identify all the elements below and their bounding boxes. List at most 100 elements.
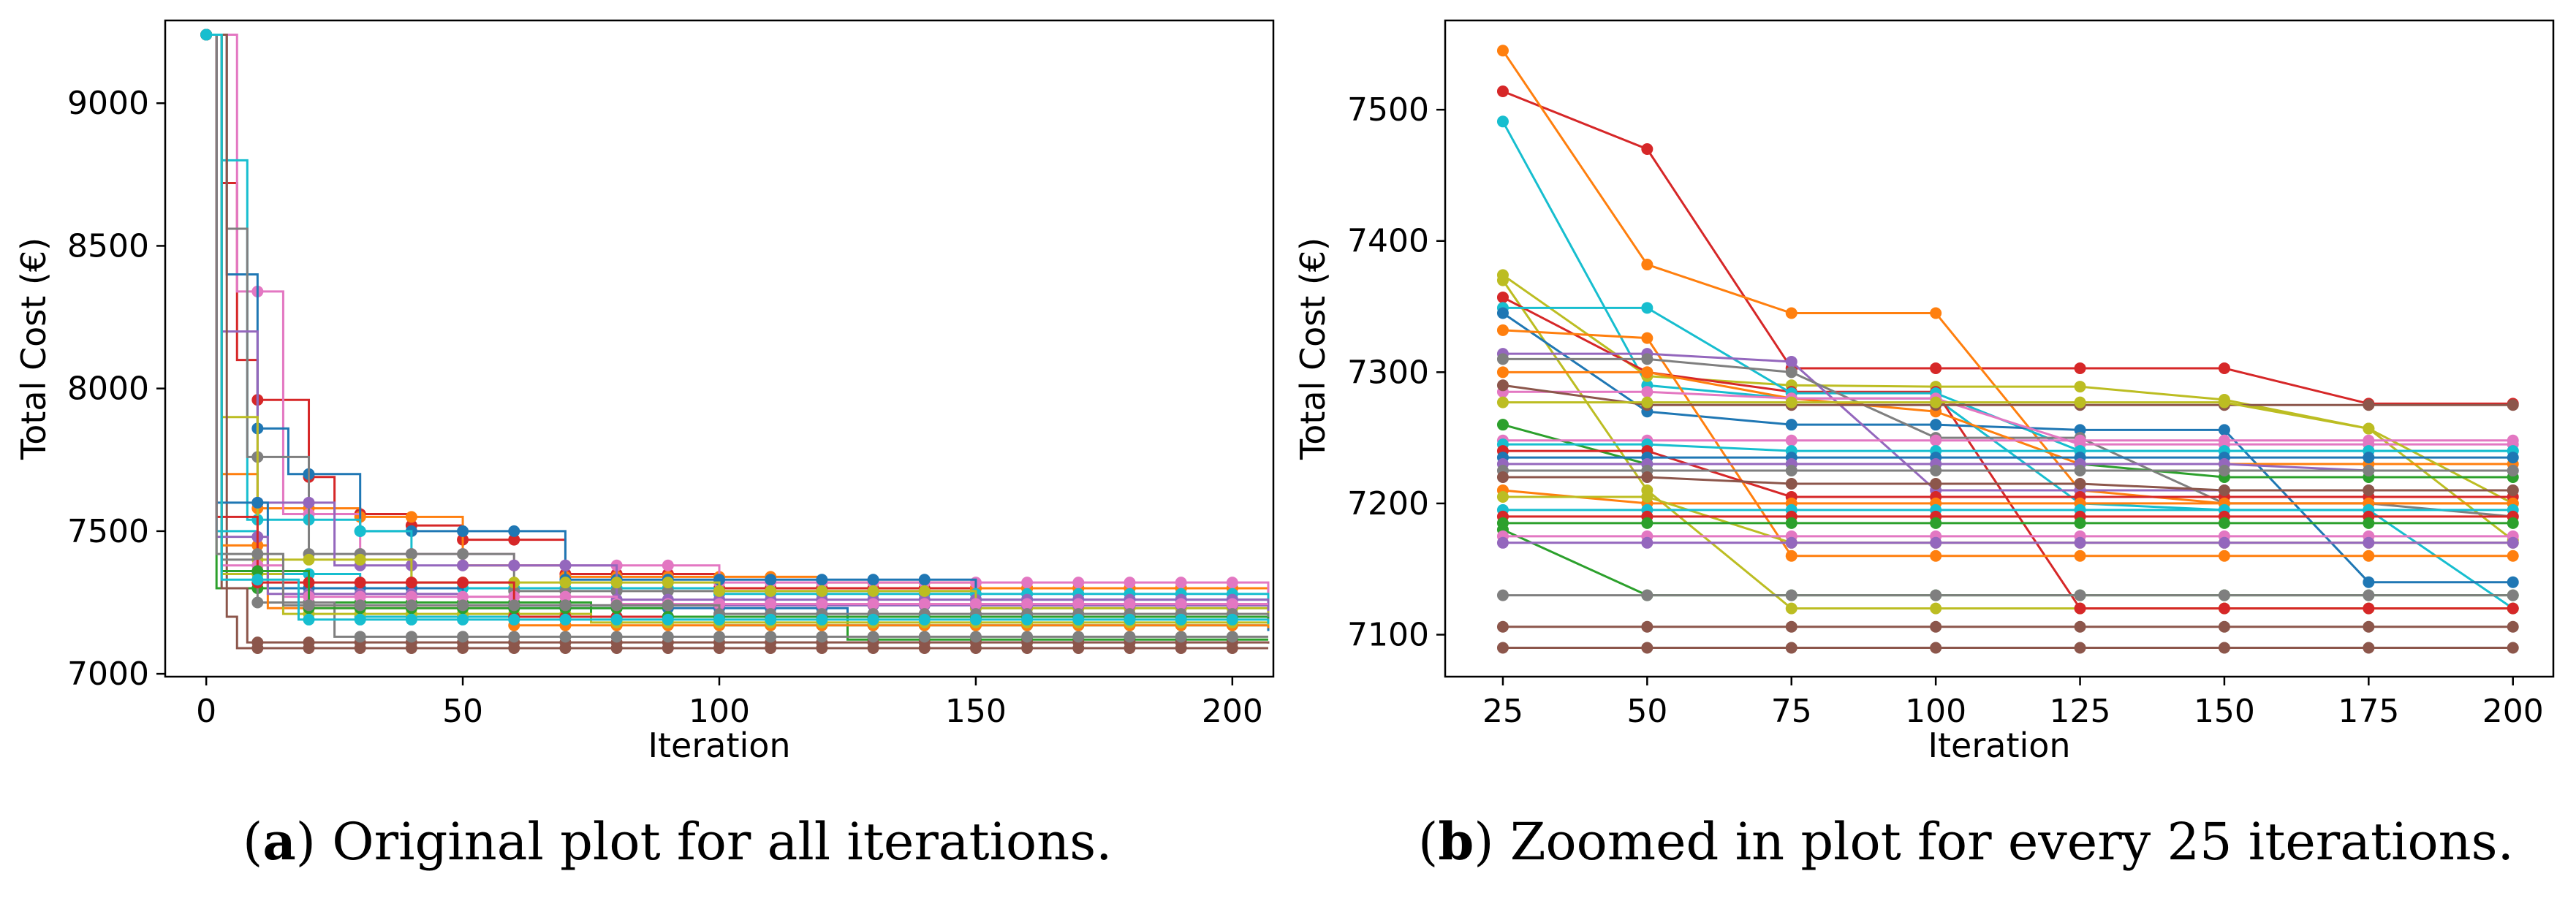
panel-b-data-point bbox=[1496, 366, 1509, 379]
panel-a-data-point bbox=[816, 585, 828, 597]
panel-b-data-point bbox=[2074, 362, 2086, 374]
panel-b-x-tick-label: 200 bbox=[2482, 693, 2544, 730]
panel-a-data-point bbox=[1226, 598, 1238, 610]
caption-a-text: Original plot for all iterations. bbox=[332, 812, 1113, 872]
panel-a-series-line bbox=[206, 34, 1270, 594]
panel-b-data-point bbox=[2074, 589, 2086, 601]
panel-b-y-tick-label: 7400 bbox=[1347, 223, 1429, 260]
panel-b-data-point bbox=[2507, 399, 2519, 411]
panel-b-data-point bbox=[2218, 424, 2230, 436]
panel-a-series-group bbox=[200, 28, 1270, 654]
panel-a-data-point bbox=[816, 598, 828, 610]
panel-a-data-point bbox=[816, 631, 828, 643]
panel-a-data-point bbox=[1021, 598, 1034, 610]
panel-a-series-line bbox=[206, 34, 1270, 631]
panel-a-data-point bbox=[867, 631, 879, 643]
panel-b-series-group bbox=[1496, 45, 2519, 654]
panel-a-data-point bbox=[1175, 631, 1187, 643]
panel-a-data-point bbox=[251, 496, 264, 509]
panel-a-series-line bbox=[206, 34, 1270, 623]
panel-b-data-point bbox=[2363, 452, 2375, 464]
panel-b-data-point bbox=[2363, 589, 2375, 601]
panel-a-data-point bbox=[610, 613, 623, 626]
panel-a-data-point bbox=[508, 613, 520, 626]
panel-a-plot: 0 50 100 150 200 7000 7500 8000 8500 9000 Iterat… bbox=[14, 19, 1275, 765]
panel-b-data-point bbox=[2218, 517, 2230, 529]
panel-a-data-point bbox=[1072, 613, 1085, 626]
panel-a-data-point bbox=[457, 599, 469, 612]
panel-b-data-point bbox=[2363, 576, 2375, 588]
panel-b-data-point bbox=[1930, 589, 1942, 601]
panel-b-data-point bbox=[1785, 366, 1797, 379]
panel-b-data-point bbox=[2218, 362, 2230, 374]
panel-a-data-point bbox=[559, 631, 572, 643]
panel-b-data-point bbox=[2363, 399, 2375, 411]
panel-b-data-point bbox=[1785, 477, 1797, 490]
panel-b-data-point bbox=[1785, 355, 1797, 368]
panel-a-data-point bbox=[867, 613, 879, 626]
panel-b-data-point bbox=[1641, 366, 1653, 379]
panel-a-data-point bbox=[662, 631, 674, 643]
panel-a-data-point bbox=[969, 613, 982, 626]
panel-a-data-point bbox=[918, 574, 931, 586]
panel-a-data-point bbox=[354, 577, 366, 589]
panel-a-x-axis-label: Iteration bbox=[648, 726, 790, 765]
panel-a-data-point bbox=[610, 631, 623, 643]
panel-b-data-point bbox=[2363, 536, 2375, 549]
panel-b-data-point bbox=[2363, 550, 2375, 562]
panel-b-data-point bbox=[1641, 471, 1653, 484]
panel-b-data-point bbox=[1930, 396, 1942, 408]
panel-b-data-point bbox=[2507, 452, 2519, 464]
panel-a-data-point bbox=[405, 631, 417, 643]
panel-b-data-point bbox=[1930, 419, 1942, 431]
panel-b-data-point bbox=[2363, 434, 2375, 446]
panel-b-data-point bbox=[1785, 465, 1797, 477]
panel-b-data-point bbox=[2363, 517, 2375, 529]
panel-a-data-point bbox=[303, 599, 315, 612]
panel-a-data-point bbox=[303, 636, 315, 649]
panel-b-series-line bbox=[1502, 443, 2513, 452]
panel-b-data-point bbox=[1641, 517, 1653, 529]
panel-a-data-point bbox=[354, 553, 366, 566]
panel-a-data-point bbox=[508, 559, 520, 571]
panel-a-data-point bbox=[1072, 631, 1085, 643]
panel-a-data-point bbox=[1124, 613, 1136, 626]
panel-b-data-point bbox=[2507, 602, 2519, 615]
panel-b-x-tick-label: 175 bbox=[2338, 693, 2399, 730]
panel-a-data-point bbox=[1021, 577, 1034, 589]
panel-a-series-line bbox=[206, 34, 1270, 615]
panel-a-data-point bbox=[1175, 613, 1187, 626]
panel-a-data-point bbox=[457, 590, 469, 603]
panel-a-data-point bbox=[457, 559, 469, 571]
panel-a-data-point bbox=[354, 525, 366, 537]
panel-a-data-point bbox=[662, 577, 674, 589]
panel-a-y-axis-label: Total Cost (€) bbox=[14, 237, 53, 460]
panel-b-data-point bbox=[1930, 620, 1942, 633]
panel-b-data-point bbox=[1496, 45, 1509, 57]
panel-a-data-point bbox=[765, 574, 777, 586]
panel-a-data-point bbox=[765, 598, 777, 610]
panel-a-series-line bbox=[206, 34, 1270, 628]
panel-b-data-point bbox=[1785, 419, 1797, 431]
panel-b-data-point bbox=[1785, 550, 1797, 562]
panel-b-data-point bbox=[1496, 291, 1509, 303]
panel-b-data-point bbox=[2218, 484, 2230, 496]
panel-a-data-point bbox=[251, 636, 264, 649]
panel-a-data-point bbox=[405, 577, 417, 589]
panel-b-series-line bbox=[1502, 476, 2513, 492]
panel-b-data-point bbox=[1496, 324, 1509, 336]
panel-a-data-point bbox=[918, 631, 931, 643]
panel-b-data-point bbox=[1785, 589, 1797, 601]
panel-b-series-line bbox=[1502, 528, 2513, 597]
panel-b-x-tick-label: 100 bbox=[1905, 693, 1966, 730]
panel-a-data-point bbox=[251, 574, 264, 586]
panel-b-x-axis-label: Iteration bbox=[1928, 726, 2070, 765]
panel-a-data-point bbox=[867, 574, 879, 586]
panel-b-data-point bbox=[1496, 471, 1509, 484]
panel-b-data-point bbox=[2074, 396, 2086, 408]
panel-a-data-point bbox=[816, 613, 828, 626]
panel-a-series-line bbox=[206, 34, 1270, 596]
panel-a-series-line bbox=[206, 34, 1268, 638]
panel-a-series-line bbox=[206, 34, 1270, 615]
panel-b-data-point bbox=[1785, 602, 1797, 615]
